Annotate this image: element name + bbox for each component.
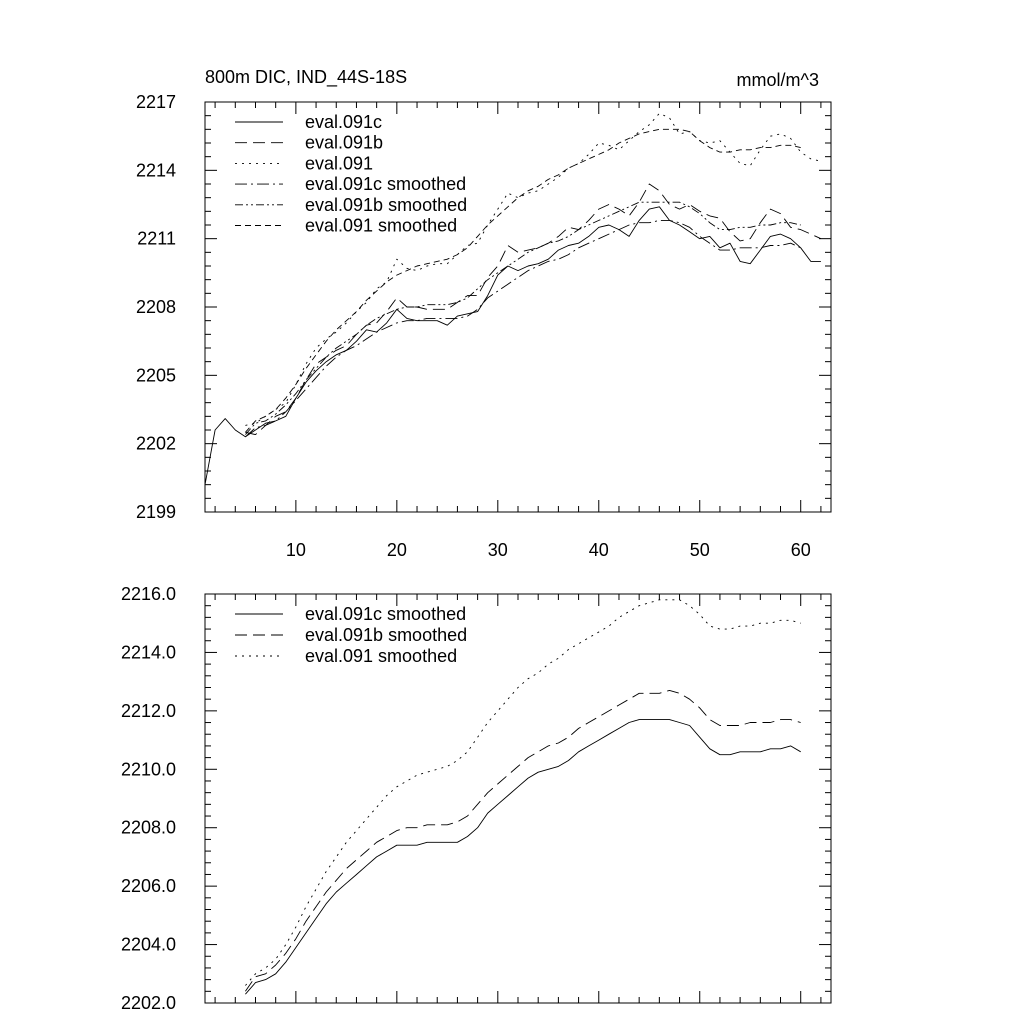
y-tick-label: 2214 [136,160,176,180]
y-tick-label: 2206.0 [121,876,176,896]
legend-label: eval.091 [305,153,373,173]
bottom-plot-frame [204,593,832,1004]
series-line-3 [245,599,801,986]
y-tick-label: 2199 [136,502,176,522]
y-tick-label: 2211 [137,229,176,249]
legend-label: eval.091b smoothed [305,625,467,645]
y-tick-label: 2212.0 [121,701,176,721]
top-chart-panel: 800m DIC, IND_44S-18S mmol/m^3 10 20 30 40 5… [136,67,832,560]
y-tick-label: 2217 [136,92,176,112]
x-tick-label: 50 [690,540,710,560]
legend-label: eval.091c smoothed [305,604,466,624]
y-tick-label: 2208 [136,297,176,317]
legend-label: eval.091b [305,133,383,153]
legend-label: eval.091 smoothed [305,216,457,236]
series-line-4 [245,219,801,438]
series-line-2 [245,183,822,436]
series-line-1 [204,206,821,485]
y-tick-label: 2202 [136,434,176,454]
series-line-1 [245,719,801,995]
legend-label: eval.091c smoothed [305,174,466,194]
y-tick-label: 2208.0 [121,818,176,838]
y-tick-label: 2214.0 [121,642,176,662]
x-tick-label: 20 [387,540,407,560]
bottom-series-layer [245,599,801,995]
chart-title: 800m DIC, IND_44S-18S [205,67,407,88]
y-tick-label: 2210.0 [121,759,176,779]
x-tick-label: 30 [488,540,508,560]
x-tick-label: 60 [791,540,811,560]
legend-label: eval.091 smoothed [305,646,457,666]
units-label: mmol/m^3 [737,70,819,90]
top-plot-frame [204,101,832,513]
series-line-3 [245,112,821,426]
x-tick-label: 10 [286,540,306,560]
y-tick-label: 2216.0 [121,584,176,604]
series-line-5 [245,201,801,435]
y-tick-label: 2204.0 [121,935,176,955]
legend-label: eval.091b smoothed [305,195,467,215]
bottom-axes: 2202.0 2204.0 2206.0 2208.0 2210.0 2212.0 2214… [121,584,831,1013]
top-series-layer [204,112,822,485]
bottom-chart-panel: 2202.0 2204.0 2206.0 2208.0 2210.0 2212.0 2214… [121,584,832,1013]
series-line-2 [245,689,801,992]
y-tick-label: 2202.0 [121,993,176,1013]
y-tick-label: 2205 [136,365,176,385]
legend-label: eval.091c [305,112,382,132]
x-tick-label: 40 [589,540,609,560]
series-line-6 [245,128,801,433]
top-axes: 10 20 30 40 50 60 2199 2202 2205 2208 2211 2214 2217 [136,92,831,560]
